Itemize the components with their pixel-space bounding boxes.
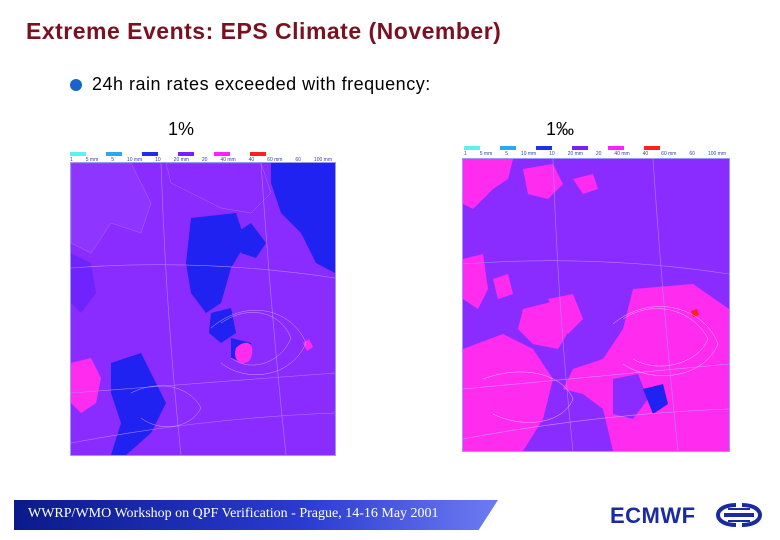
map-left-1-percent (70, 162, 336, 456)
legend-swatch (250, 152, 266, 156)
legend-label: 60 (295, 157, 301, 163)
ecmwf-logo-icon (715, 503, 763, 527)
footer-bar (14, 500, 498, 530)
legend-swatch (464, 146, 480, 150)
legend-label: 40 (642, 151, 649, 157)
legend-label: 1 (70, 157, 73, 163)
panel-label-left: 1% (168, 119, 195, 139)
legend-label: 5 mm (85, 157, 99, 163)
legend-swatch (70, 152, 86, 156)
legend-label: 5 mm (479, 151, 493, 157)
legend-labels-right: 1 5 mm 5 10 mm 10 20 mm 20 40 mm 40 60 m… (464, 151, 726, 157)
legend-label: 100 mm (313, 157, 332, 163)
legend-swatch (178, 152, 194, 156)
legend-right (464, 146, 680, 160)
legend-label: 10 mm (520, 151, 537, 157)
legend-label: 60 mm (661, 151, 677, 157)
legend-label: 10 (549, 151, 555, 157)
legend-label: 5 (111, 157, 114, 163)
legend-swatch (536, 146, 552, 150)
legend-label: 1 (464, 151, 467, 157)
legend-left (70, 152, 286, 166)
legend-label: 20 (201, 157, 208, 163)
ecmwf-logo-text: ECMWF (610, 503, 696, 528)
bullet-text: 24h rain rates exceeded with frequency: (92, 74, 431, 94)
legend-label: 20 mm (173, 157, 189, 163)
legend-swatch (572, 146, 588, 150)
legend-label: 20 mm (567, 151, 583, 157)
legend-label: 40 (248, 157, 255, 163)
panel-label-right: 1‰ (546, 119, 575, 139)
legend-swatch (142, 152, 158, 156)
legend-label: 100 mm (707, 151, 726, 157)
legend-label: 60 mm (267, 157, 283, 163)
map-right-1-per-mille (462, 158, 730, 452)
footer-text: WWRP/WMO Workshop on QPF Verification - … (28, 506, 439, 521)
legend-label: 40 mm (220, 157, 236, 163)
bullet-row: 24h rain rates exceeded with frequency: (70, 74, 431, 95)
legend-label: 20 (595, 151, 602, 157)
legend-swatch (214, 152, 230, 156)
legend-swatch (608, 146, 624, 150)
legend-swatch (106, 152, 122, 156)
legend-label: 10 (155, 157, 161, 163)
legend-swatch (644, 146, 660, 150)
legend-label: 60 (689, 151, 695, 157)
legend-label: 10 mm (126, 157, 143, 163)
legend-label: 5 (505, 151, 508, 157)
bullet-icon (70, 78, 82, 91)
legend-swatch (500, 146, 516, 150)
legend-label: 40 mm (614, 151, 630, 157)
slide-title: Extreme Events: EPS Climate (November) (26, 18, 502, 44)
legend-labels-left: 1 5 mm 5 10 mm 10 20 mm 20 40 mm 40 60 m… (70, 157, 332, 163)
